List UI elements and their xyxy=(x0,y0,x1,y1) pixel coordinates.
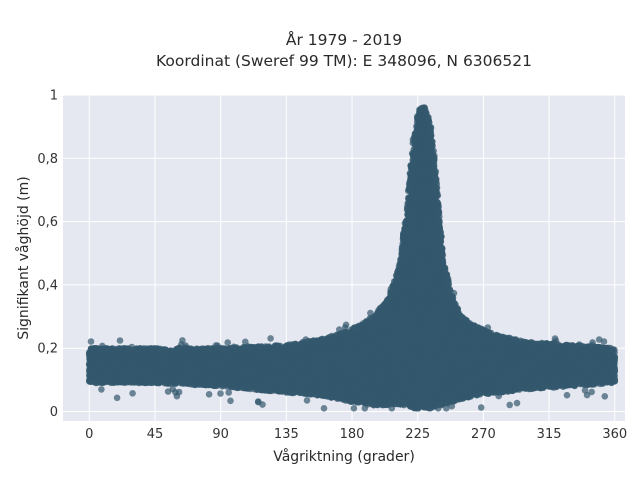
chart-subtitle: Koordinat (Sweref 99 TM): E 348096, N 63… xyxy=(156,52,532,70)
data-points xyxy=(86,104,619,412)
chart-title: År 1979 - 2019 xyxy=(286,30,402,49)
